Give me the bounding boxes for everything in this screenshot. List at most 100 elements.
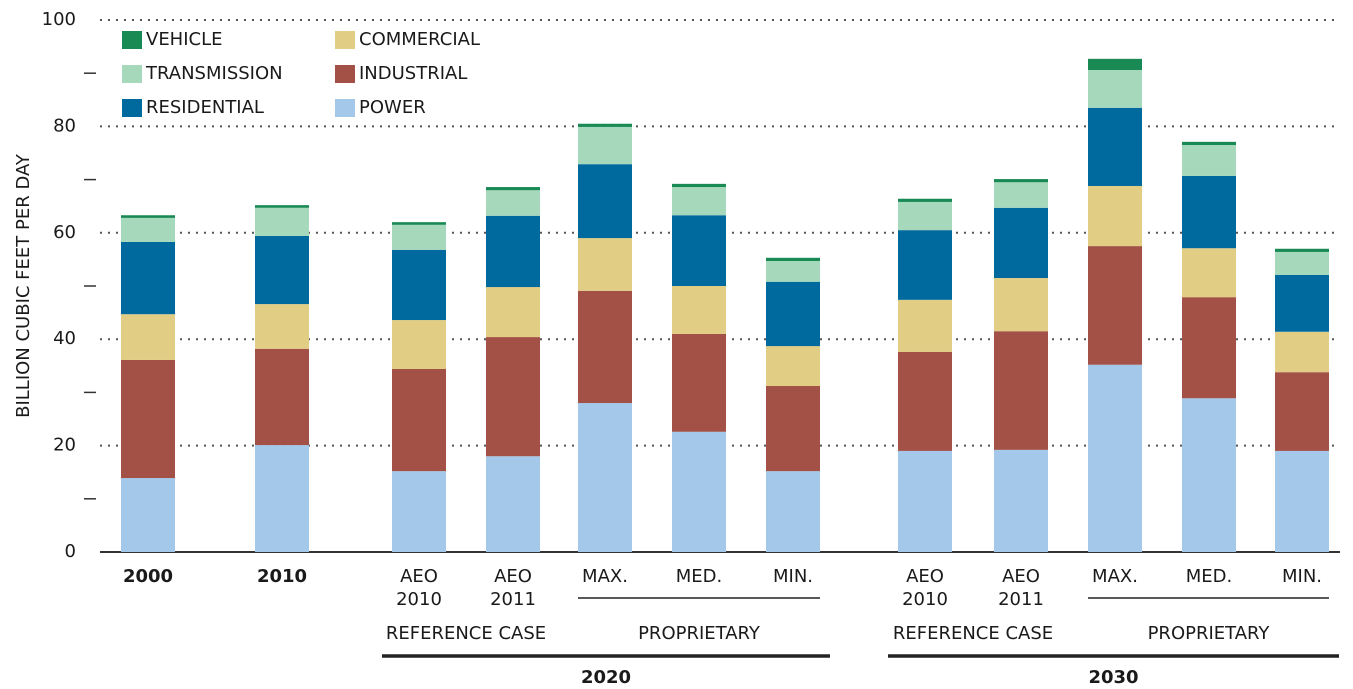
bar-segment: [898, 450, 952, 552]
x-tick-label-line: 2000: [123, 566, 173, 587]
bar-segment: [766, 386, 820, 472]
bar-segment: [994, 449, 1048, 552]
y-tick-label: 100: [42, 9, 76, 30]
bar-segment: [766, 281, 820, 347]
bar-segment: [255, 304, 309, 349]
x-tick-label-line: MAX.: [582, 566, 628, 587]
bar-segment: [486, 337, 540, 457]
bar-segment: [255, 235, 309, 305]
legend-swatch: [122, 65, 142, 83]
bar-segment: [1182, 398, 1236, 552]
x-tick-label-line: MED.: [676, 566, 723, 587]
x-tick-label: MAX.: [582, 566, 628, 587]
x-tick-label-line: MIN.: [1282, 566, 1322, 587]
bar-segment: [1275, 331, 1329, 373]
x-tick-label-line: 2010: [902, 589, 948, 610]
bar-segment: [255, 207, 309, 236]
x-tick-label-line: AEO: [1002, 566, 1040, 587]
x-tick-label-line: MED.: [1186, 566, 1233, 587]
bar-segment: [392, 249, 446, 321]
group-label: 2030: [1088, 667, 1138, 688]
legend-label: RESIDENTIAL: [146, 97, 264, 118]
bar-segment: [994, 331, 1048, 450]
bar-segment: [672, 187, 726, 216]
legend-swatch: [122, 31, 142, 49]
bar-segment: [1182, 248, 1236, 298]
bar-segment: [898, 299, 952, 352]
x-tick-label-line: 2010: [396, 589, 442, 610]
x-tick-label: 2000: [123, 566, 173, 587]
bar-segment: [1275, 372, 1329, 451]
legend-label: INDUSTRIAL: [359, 63, 467, 84]
x-tick-label-line: 2011: [490, 589, 536, 610]
bar-segment: [255, 205, 309, 208]
bar-segment: [121, 217, 175, 242]
bar-segment: [121, 314, 175, 360]
legend-label: COMMERCIAL: [359, 29, 480, 50]
subgroup-label: REFERENCE CASE: [386, 623, 546, 644]
x-tick-label: MIN.: [1282, 566, 1322, 587]
x-tick-label: 2010: [257, 566, 307, 587]
bar-segment: [1088, 58, 1142, 71]
legend-label: POWER: [359, 97, 426, 118]
bar-segment: [766, 346, 820, 387]
x-tick-label-line: 2010: [257, 566, 307, 587]
bar-segment: [1182, 175, 1236, 249]
x-tick-label: MAX.: [1092, 566, 1138, 587]
bar-segment: [1088, 185, 1142, 247]
bar-segment: [994, 182, 1048, 208]
bar-segment: [1182, 297, 1236, 399]
group-label: 2020: [581, 667, 631, 688]
bar-segment: [1275, 251, 1329, 275]
x-tick-label-line: MAX.: [1092, 566, 1138, 587]
bar-segment: [255, 445, 309, 552]
bar-segment: [392, 222, 446, 225]
x-tick-label-line: MIN.: [773, 566, 813, 587]
bar-segment: [672, 183, 726, 188]
subgroup-label: PROPRIETARY: [1148, 623, 1271, 644]
legend-label: TRANSMISSION: [145, 63, 283, 84]
x-tick-label: MIN.: [773, 566, 813, 587]
bar-segment: [486, 215, 540, 288]
bar-segment: [766, 257, 820, 261]
bar-segment: [578, 403, 632, 552]
bar-segment: [672, 215, 726, 286]
legend-swatch: [335, 99, 355, 117]
bar-segment: [898, 230, 952, 300]
bar-segment: [672, 431, 726, 552]
y-tick-label: 0: [65, 541, 76, 562]
bar-segment: [121, 241, 175, 315]
bar-segment: [121, 215, 175, 218]
bar-segment: [898, 351, 952, 451]
y-tick-label: 40: [53, 328, 76, 349]
bar-segment: [578, 164, 632, 239]
legend-label: VEHICLE: [146, 29, 223, 50]
x-tick-label-line: 2011: [998, 589, 1044, 610]
subgroup-label: PROPRIETARY: [638, 623, 761, 644]
bar-segment: [672, 286, 726, 334]
x-tick-label: MED.: [676, 566, 723, 587]
y-tick-label: 80: [53, 115, 76, 136]
bar-segment: [392, 471, 446, 552]
bar-segment: [578, 238, 632, 291]
bar-segment: [392, 320, 446, 369]
legend-swatch: [335, 31, 355, 49]
y-axis-label: BILLION CUBIC FEET PER DAY: [13, 153, 34, 418]
bar-segment: [1088, 70, 1142, 108]
bar-segment: [578, 290, 632, 404]
bar-segment: [1088, 246, 1142, 365]
bar-segment: [994, 278, 1048, 332]
bar-segment: [1182, 141, 1236, 146]
x-tick-label: AEO 2011: [998, 566, 1044, 610]
bar-segment: [1088, 107, 1142, 186]
bar-segment: [766, 260, 820, 282]
legend-swatch: [122, 99, 142, 117]
bar-segment: [255, 348, 309, 446]
bar-segment: [766, 471, 820, 552]
bar-segment: [898, 201, 952, 231]
bar-segment: [486, 190, 540, 216]
y-tick-label: 20: [53, 435, 76, 456]
bar-segment: [994, 207, 1048, 279]
legend-swatch: [335, 65, 355, 83]
